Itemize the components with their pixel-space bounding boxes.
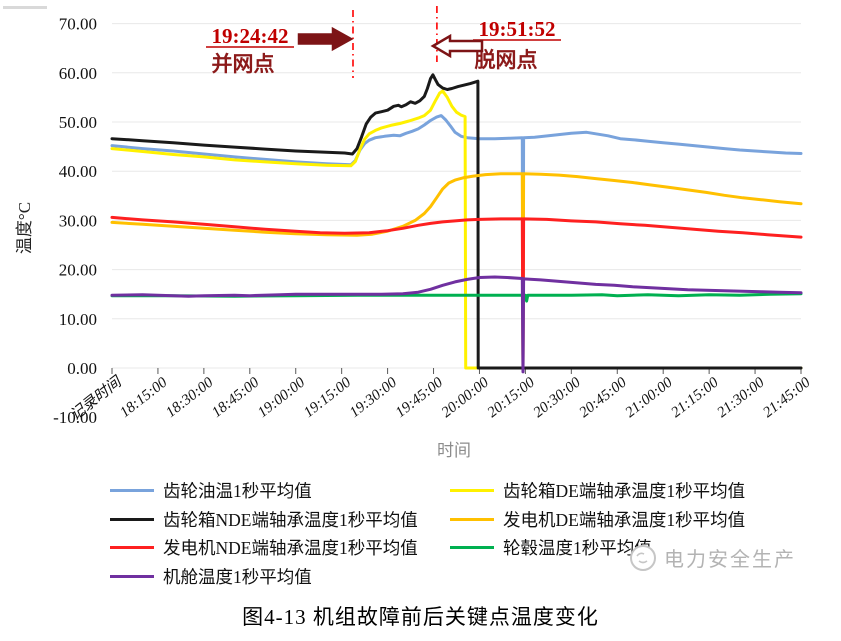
legend-marker-icon [450,546,494,550]
y-tick-label: 40.00 [59,162,97,181]
legend-item: 轮毂温度1秒平均值 [450,534,822,563]
legend-marker-icon [110,575,154,579]
y-tick-label: 20.00 [59,261,97,280]
legend-label: 发电机DE端轴承温度1秒平均值 [503,509,746,530]
y-tick-label: 60.00 [59,64,97,83]
legend-marker-icon [450,517,494,521]
legend-column-2: 齿轮箱DE端轴承温度1秒平均值 发电机DE端轴承温度1秒平均值 轮毂温度1秒平均值 [450,476,822,591]
annotation-arrow-right-icon [297,26,354,52]
x-tick-label: 20:45:00 [577,374,631,421]
x-tick-label: 19:15:00 [301,374,355,421]
x-tick-label: 21:45:00 [760,374,814,421]
y-tick-label: 50.00 [59,113,97,132]
x-tick-label: 20:00:00 [439,374,493,421]
y-tick-label: 0.00 [67,359,97,378]
legend-item: 发电机DE端轴承温度1秒平均值 [450,505,822,534]
legend-label: 发电机NDE端轴承温度1秒平均值 [163,538,418,559]
legend-marker-icon [450,488,494,492]
figure-caption: 图4-13 机组故障前后关键点温度变化 [242,605,599,629]
legend-label: 机舱温度1秒平均值 [163,567,312,588]
legend-label: 齿轮油温1秒平均值 [163,480,312,501]
watermark-text: 电力安全生产 [664,548,796,571]
y-tick-label: 30.00 [59,211,97,230]
series-line-2 [110,73,803,370]
annotation-time-2: 19:51:52 [479,17,556,41]
x-tick-label: 20:30:00 [531,374,585,421]
legend-column-1: 齿轮油温1秒平均值齿轮箱NDE端轴承温度1秒平均值 发电机NDE端轴承温度1秒平均… [110,476,450,591]
y-tick-label: 10.00 [59,310,97,329]
legend-marker-icon [110,488,154,492]
legend-marker-icon [110,517,154,521]
legend-item: 齿轮箱DE端轴承温度1秒平均值 [450,476,822,505]
series-line-0 [110,114,803,370]
x-tick-label: 19:30:00 [347,374,401,421]
x-tick-label: 18:30:00 [163,374,217,421]
y-tick-label: 70.00 [59,15,97,34]
x-axis-title: 时间 [437,441,471,460]
series-line-1 [110,89,803,370]
y-tick-label: -10.00 [53,408,97,427]
x-tick-label: 19:00:00 [255,374,309,421]
annotation-time-1: 19:24:42 [212,24,289,48]
legend-label: 齿轮箱NDE端轴承温度1秒平均值 [163,509,418,530]
watermark-logo-icon [630,545,656,571]
legend-item: 发电机NDE端轴承温度1秒平均值 [110,534,450,563]
x-tick-label: 21:00:00 [622,374,676,421]
x-tick-label: 18:45:00 [209,374,263,421]
legend-item: 齿轮油温1秒平均值 [110,476,450,505]
annotation-name-1: 并网点 [212,52,275,76]
page-artifact-mark [3,6,47,9]
legend-label: 齿轮箱DE端轴承温度1秒平均值 [503,480,746,501]
legend-item: 机舱温度1秒平均值 [110,562,450,591]
x-tick-label: 21:15:00 [668,374,722,421]
series-line-6 [110,275,803,374]
temperature-line-chart: 70.00 60.00 50.00 40.00 30.00 20.00 10.00 0.00 -… [15,6,814,460]
legend-marker-icon [110,546,154,550]
x-tick-label: 21:30:00 [714,374,768,421]
series-line-4 [110,215,803,370]
x-tick-label: 20:15:00 [485,374,539,421]
legend-item: 齿轮箱NDE端轴承温度1秒平均值 [110,505,450,534]
chart-legend: 齿轮油温1秒平均值齿轮箱NDE端轴承温度1秒平均值 发电机NDE端轴承温度1秒平均… [110,476,822,591]
x-tick-label: 19:45:00 [393,374,447,421]
legend-label: 轮毂温度1秒平均值 [503,538,652,559]
y-axis-title: 温度°C [15,202,34,254]
annotation-name-2: 脱网点 [475,48,538,72]
annotation-arrow-left-icon [430,33,484,59]
x-tick-label: 18:15:00 [117,374,171,421]
series-line-3 [110,172,803,370]
watermark: 电力安全生产 [628,540,796,574]
